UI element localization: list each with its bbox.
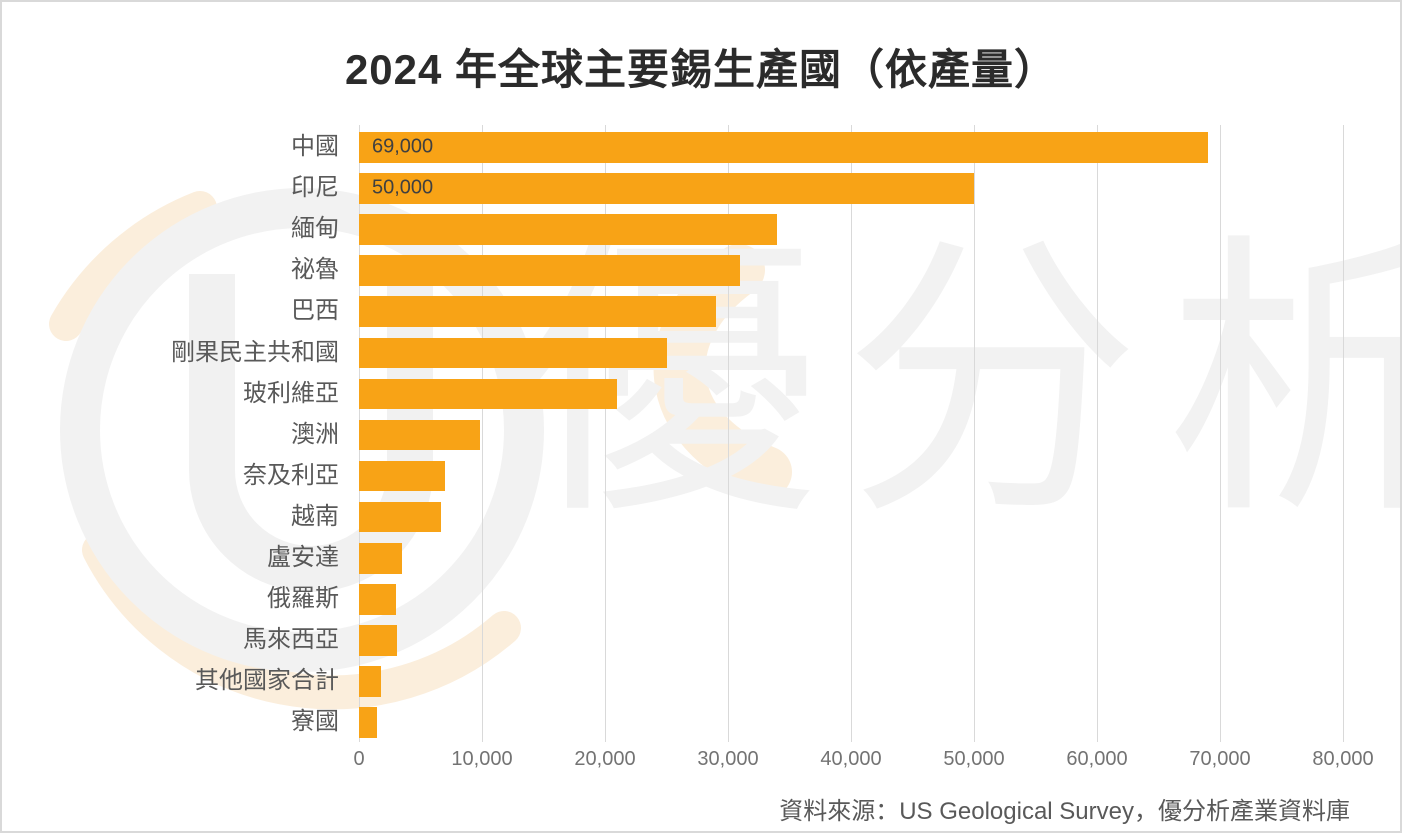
bar-中國: 69,000	[359, 132, 1208, 163]
bar-越南	[359, 501, 442, 533]
bar-馬來西亞	[359, 625, 398, 656]
bar-其他國家合計	[359, 666, 382, 697]
bar-俄羅斯	[359, 584, 396, 615]
chart-title: 2024 年全球主要錫生產國（依產量）	[344, 46, 1058, 93]
bar-盧安達	[359, 543, 403, 574]
bar-印尼: 50,000	[359, 173, 974, 204]
bar-祕魯	[359, 255, 741, 286]
bar-value-label: 69,000	[372, 135, 434, 158]
bar-value-label: 50,000	[372, 176, 434, 199]
bar-玻利維亞	[359, 378, 618, 410]
bar-巴西	[359, 296, 716, 327]
bar-奈及利亞	[359, 460, 446, 492]
bar-剛果民主共和國	[359, 337, 667, 368]
bar-澳洲	[359, 419, 480, 451]
bar-緬甸	[359, 214, 778, 245]
bar-寮國	[359, 707, 378, 738]
source-note: 資料來源：US Geological Survey，優分析產業資料庫	[779, 798, 1350, 825]
